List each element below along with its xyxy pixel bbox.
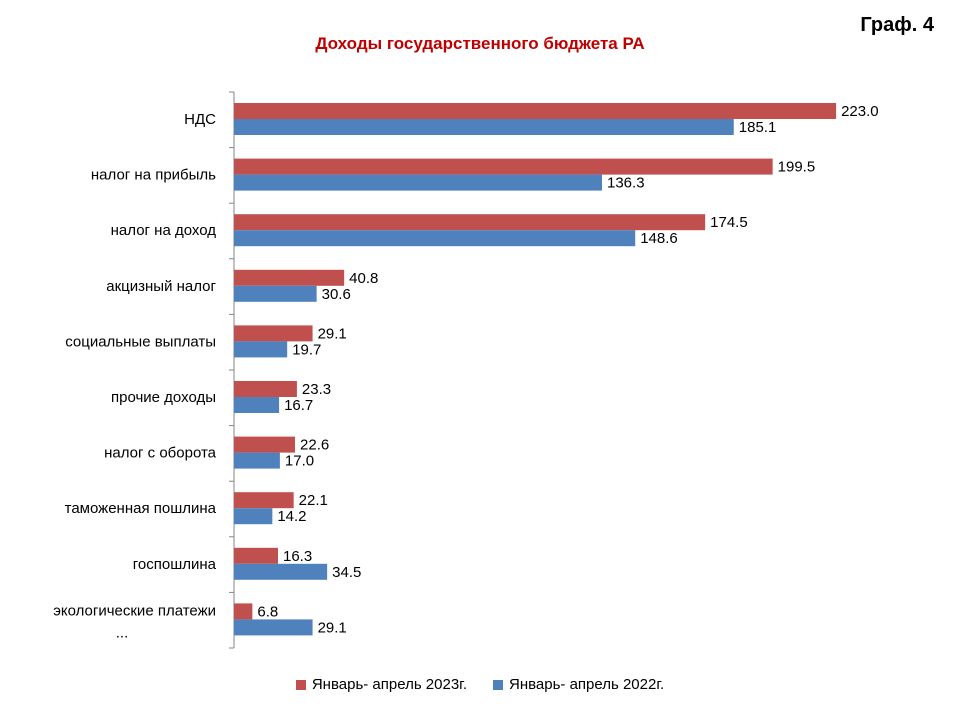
data-label-2022: 34.5 xyxy=(332,564,361,581)
data-label-2022: 14.2 xyxy=(277,508,306,525)
data-label-2023: 22.1 xyxy=(299,492,328,509)
bar-2022 xyxy=(234,452,280,469)
bar-2022 xyxy=(234,119,734,135)
bar-2023 xyxy=(234,325,313,342)
bar-2022 xyxy=(234,285,317,302)
bar-2022 xyxy=(234,619,313,636)
bar-2023 xyxy=(234,158,773,175)
data-label-2022: 148.6 xyxy=(640,230,678,247)
data-label-2023: 16.3 xyxy=(283,548,312,565)
category-label: госпошлина xyxy=(133,556,217,573)
category-label: таможенная пошлина xyxy=(65,500,217,517)
data-label-2023: 6.8 xyxy=(257,603,278,620)
category-label: прочие доходы xyxy=(111,389,216,406)
data-label-2022: 185.1 xyxy=(739,119,777,136)
category-label: ... xyxy=(116,624,129,641)
legend-label-2022: Январь- апрель 2022г. xyxy=(509,676,665,693)
data-label-2023: 199.5 xyxy=(778,159,816,176)
bar-2023 xyxy=(234,381,297,397)
category-label: налог с оборота xyxy=(104,445,217,462)
bar-2023 xyxy=(234,103,837,119)
legend: Январь- апрель 2023г. Январь- апрель 202… xyxy=(0,676,960,693)
data-label-2023: 40.8 xyxy=(349,270,378,287)
bar-2022 xyxy=(234,397,280,413)
data-label-2022: 19.7 xyxy=(292,341,321,358)
data-label-2023: 22.6 xyxy=(300,437,329,454)
data-label-2022: 136.3 xyxy=(607,175,645,192)
legend-swatch-2023 xyxy=(295,679,306,690)
data-label-2023: 23.3 xyxy=(302,381,331,398)
legend-swatch-2022 xyxy=(493,679,503,690)
legend-item-2022: Январь- апрель 2022г. xyxy=(493,676,664,693)
legend-label-2023: Январь- апрель 2023г. xyxy=(311,676,467,693)
data-label-2022: 29.1 xyxy=(318,619,347,636)
category-label: экологические платежи xyxy=(53,602,216,619)
bar-2023 xyxy=(234,436,296,453)
chart-title: Доходы государственного бюджета РА xyxy=(315,34,645,53)
category-label: НДС xyxy=(184,111,216,128)
bar-2022 xyxy=(234,508,273,525)
bar-2022 xyxy=(234,230,636,247)
legend-item-2023: Январь- апрель 2023г. xyxy=(295,676,467,693)
category-label: социальные выплаты xyxy=(65,333,216,350)
bar-2023 xyxy=(234,603,253,620)
data-label-2022: 17.0 xyxy=(285,453,314,470)
bar-2022 xyxy=(234,174,603,191)
bar-2022 xyxy=(234,341,288,358)
category-label: акцизный налог xyxy=(106,278,216,295)
data-label-2022: 30.6 xyxy=(322,286,351,303)
bar-2023 xyxy=(234,214,706,231)
data-label-2022: 16.7 xyxy=(284,397,313,414)
bar-2023 xyxy=(234,547,279,564)
data-label-2023: 223.0 xyxy=(841,103,879,120)
figure-number: Граф. 4 xyxy=(860,14,934,36)
data-label-2023: 174.5 xyxy=(710,214,748,231)
category-label: налог на прибыль xyxy=(91,167,216,184)
bar-2023 xyxy=(234,269,345,286)
bar-2023 xyxy=(234,492,294,509)
bar-2022 xyxy=(234,563,328,580)
category-label: налог на доход xyxy=(111,222,217,239)
data-label-2023: 29.1 xyxy=(318,325,347,342)
